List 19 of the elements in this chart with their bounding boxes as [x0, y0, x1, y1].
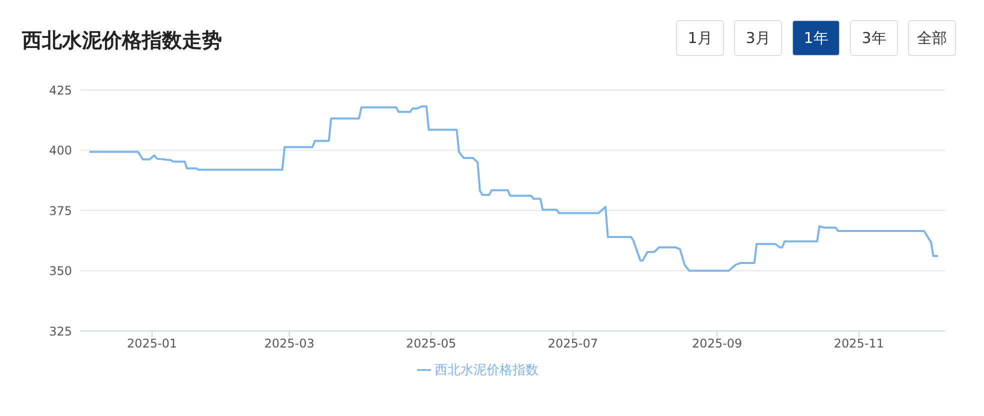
range-button[interactable]: 1月	[676, 20, 724, 56]
chart-title: 西北水泥价格指数走势	[22, 27, 222, 54]
x-tick-label: 2025-05	[406, 336, 456, 351]
y-tick-label: 400	[49, 144, 72, 158]
y-tick-label: 325	[49, 324, 72, 338]
x-tick-label: 2025-03	[264, 336, 314, 351]
range-button[interactable]: 全部	[908, 20, 956, 56]
y-tick-label: 350	[49, 264, 72, 278]
legend-label: 西北水泥价格指数	[434, 363, 538, 378]
range-button[interactable]: 3月	[734, 20, 782, 56]
x-tick-label: 2025-11	[834, 336, 884, 351]
range-button[interactable]: 1年	[792, 20, 840, 56]
x-tick-label: 2025-07	[548, 336, 598, 351]
x-tick-label: 2025-09	[692, 336, 742, 351]
y-tick-label: 425	[49, 83, 72, 98]
line-series	[88, 105, 940, 272]
x-tick-label: 2025-01	[127, 336, 178, 351]
y-tick-label: 375	[49, 204, 72, 218]
range-button[interactable]: 3年	[850, 20, 898, 56]
